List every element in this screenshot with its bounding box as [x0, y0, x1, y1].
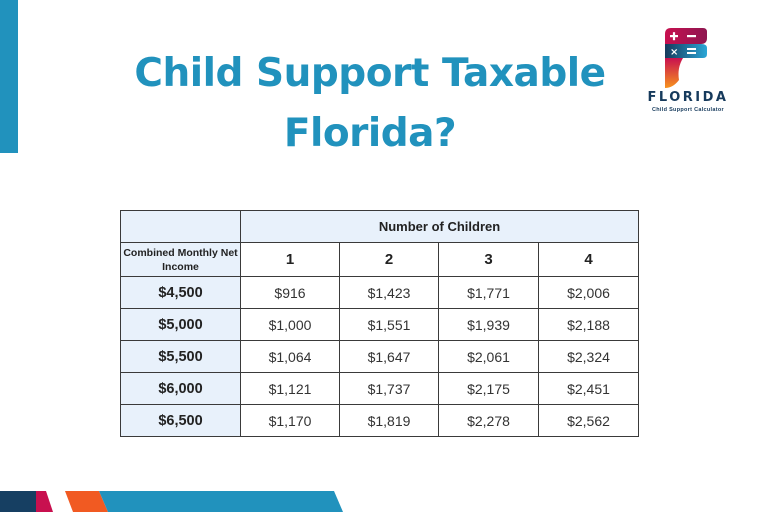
column-header-2: 2 [339, 242, 439, 277]
amount-cell: $1,551 [339, 308, 439, 341]
bottom-decorative-stripes [0, 491, 343, 512]
page-title: Child Support Taxable Florida? [100, 44, 640, 164]
amount-cell: $2,006 [537, 276, 640, 309]
amount-cell: $1,170 [240, 404, 340, 437]
amount-cell: $2,188 [537, 308, 640, 341]
number-of-children-header: Number of Children [239, 210, 640, 243]
logo-tagline: Child Support Calculator [652, 107, 724, 113]
empty-corner-cell [120, 210, 241, 243]
income-cell: $6,500 [120, 404, 241, 437]
amount-cell: $2,278 [438, 404, 539, 437]
column-header-3: 3 [438, 242, 539, 277]
income-cell: $6,000 [120, 372, 241, 405]
title-line-2: Florida? [283, 111, 457, 156]
amount-cell: $916 [240, 276, 340, 309]
amount-cell: $1,647 [339, 340, 439, 373]
child-support-table: Number of Children Combined Monthly Net … [120, 210, 640, 437]
amount-cell: $1,064 [240, 340, 340, 373]
amount-cell: $2,562 [537, 404, 640, 437]
amount-cell: $1,737 [339, 372, 439, 405]
amount-cell: $1,939 [438, 308, 539, 341]
amount-cell: $1,819 [339, 404, 439, 437]
income-cell: $4,500 [120, 276, 241, 309]
income-column-header: Combined Monthly Net Income [120, 242, 241, 277]
amount-cell: $1,771 [438, 276, 539, 309]
amount-cell: $1,423 [339, 276, 439, 309]
column-header-1: 1 [240, 242, 340, 277]
table-row: $6,000 $1,121 $1,737 $2,175 $2,451 [120, 372, 640, 405]
amount-cell: $2,324 [537, 340, 640, 373]
table-row: $5,500 $1,064 $1,647 $2,061 $2,324 [120, 340, 640, 373]
svg-text:×: × [670, 47, 678, 58]
table-row: $4,500 $916 $1,423 $1,771 $2,006 [120, 276, 640, 309]
florida-logo: × FLORIDA Child Support Calculator [636, 26, 740, 116]
title-line-1: Child Support Taxable [134, 51, 606, 96]
logo-wordmark: FLORIDA [647, 90, 729, 105]
table-group-header-row: Number of Children [120, 210, 640, 243]
table-row: $6,500 $1,170 $1,819 $2,278 $2,562 [120, 404, 640, 437]
table-column-header-row: Combined Monthly Net Income 1 2 3 4 [120, 242, 640, 277]
amount-cell: $1,000 [240, 308, 340, 341]
amount-cell: $1,121 [240, 372, 340, 405]
amount-cell: $2,175 [438, 372, 539, 405]
left-accent-bar [0, 0, 18, 153]
amount-cell: $2,451 [537, 372, 640, 405]
income-cell: $5,500 [120, 340, 241, 373]
table-row: $5,000 $1,000 $1,551 $1,939 $2,188 [120, 308, 640, 341]
calculator-f-icon: × [665, 28, 707, 88]
amount-cell: $2,061 [438, 340, 539, 373]
column-header-4: 4 [537, 242, 640, 277]
income-cell: $5,000 [120, 308, 241, 341]
